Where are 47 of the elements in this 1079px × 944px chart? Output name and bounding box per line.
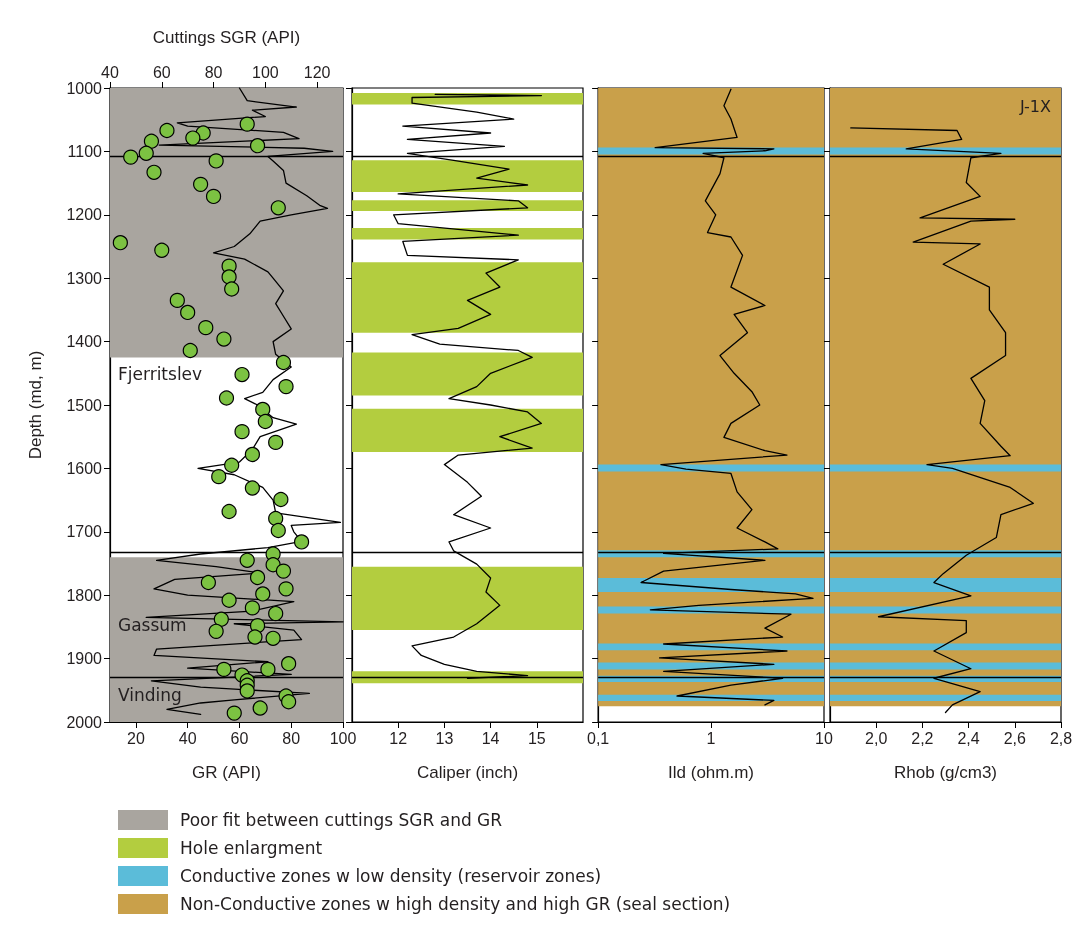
legend-label: Non-Conductive zones w high density and high GR (seal section) bbox=[180, 894, 731, 914]
x-tick-label: 40 bbox=[178, 729, 197, 747]
y-axis-title: Depth (md, m) bbox=[26, 350, 45, 460]
annotation: J-1X bbox=[1018, 96, 1052, 116]
legend-label: Conductive zones w low density (reservoir zones) bbox=[180, 866, 602, 886]
x2-tick-label: 100 bbox=[251, 63, 279, 81]
y-tick-label: 2000 bbox=[66, 713, 103, 731]
y-tick-label: 1600 bbox=[66, 459, 103, 477]
y-tick-label: 1700 bbox=[66, 523, 103, 541]
x-tick-label: 12 bbox=[389, 729, 408, 747]
annotation: Fjerritslev bbox=[118, 363, 203, 384]
y-tick-label: 1400 bbox=[66, 333, 103, 351]
y-tick-label: 1000 bbox=[66, 79, 103, 97]
legend-label: Poor fit between cuttings SGR and GR bbox=[180, 810, 503, 830]
x2-tick-label: 120 bbox=[303, 63, 331, 81]
y-tick-label: 1800 bbox=[66, 586, 103, 604]
x-tick-label: 10 bbox=[815, 729, 833, 747]
x-tick-label: 20 bbox=[126, 729, 145, 747]
y-tick-label: 1300 bbox=[66, 269, 103, 287]
y-tick-label: 1900 bbox=[66, 650, 103, 668]
x-tick-label: 15 bbox=[527, 729, 546, 747]
y-tick-label: 1100 bbox=[67, 142, 103, 160]
x-tick-label: 60 bbox=[230, 729, 249, 747]
x-tick-label: 2,0 bbox=[865, 729, 888, 747]
y-tick-label: 1200 bbox=[66, 206, 103, 224]
x-tick-label: 2,2 bbox=[911, 729, 934, 747]
annotation: Gassum bbox=[118, 615, 187, 636]
x-tick-label: 1 bbox=[706, 729, 716, 747]
x2-tick-label: 60 bbox=[152, 63, 171, 81]
x-tick-label: 2,8 bbox=[1049, 729, 1073, 747]
annotation: Vinding bbox=[118, 685, 182, 706]
x-tick-label: 13 bbox=[435, 729, 454, 747]
x-tick-label: 14 bbox=[481, 729, 500, 747]
x-tick-label: 100 bbox=[329, 729, 357, 747]
legend-label: Hole enlargment bbox=[180, 838, 323, 858]
x-tick-label: 80 bbox=[282, 729, 301, 747]
x-tick-label: 2,4 bbox=[957, 729, 980, 747]
x2-tick-label: 80 bbox=[204, 63, 223, 81]
x-axis-title: Caliper (inch) bbox=[416, 763, 519, 782]
x-tick-label: 0,1 bbox=[587, 729, 610, 747]
x2-tick-label: 40 bbox=[101, 63, 119, 81]
y-tick-label: 1500 bbox=[66, 396, 103, 414]
x2-axis-title: Cuttings SGR (API) bbox=[152, 28, 301, 47]
x-axis-title: GR (API) bbox=[192, 763, 261, 782]
x-axis-title: Ild (ohm.m) bbox=[668, 763, 755, 782]
x-tick-label: 2,6 bbox=[1003, 729, 1027, 747]
x-axis-title: Rhob (g/cm3) bbox=[894, 763, 997, 782]
